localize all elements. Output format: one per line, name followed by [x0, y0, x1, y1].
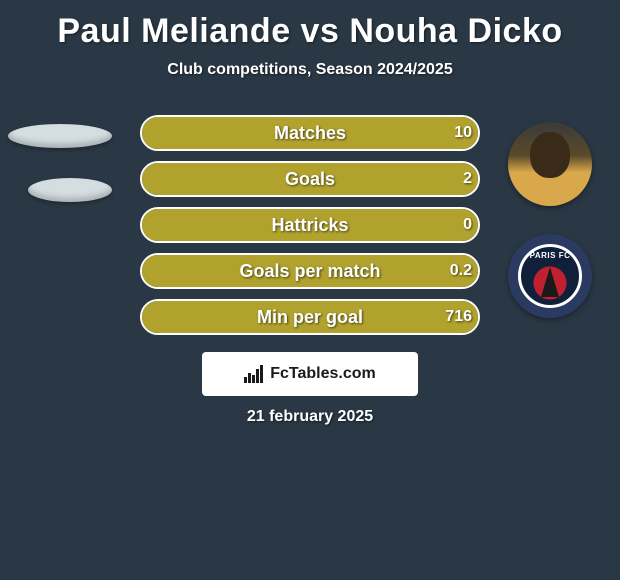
stat-label: Matches	[142, 117, 478, 149]
stat-label: Min per goal	[142, 301, 478, 333]
bars-icon	[244, 365, 264, 383]
stat-value-right: 0	[463, 209, 472, 241]
club-badge-text: PARIS FC	[521, 251, 579, 260]
brand-box: FcTables.com	[202, 352, 418, 396]
player-avatar	[508, 122, 592, 206]
page-title: Paul Meliande vs Nouha Dicko	[0, 0, 620, 51]
stat-bar-track: Goals per match0.2	[140, 253, 480, 289]
comparison-infographic: Paul Meliande vs Nouha Dicko Club compet…	[0, 0, 620, 580]
stat-value-right: 2	[463, 163, 472, 195]
stat-value-right: 716	[445, 301, 472, 333]
stat-label: Goals per match	[142, 255, 478, 287]
stat-bar-track: Matches10	[140, 115, 480, 151]
club-avatar: PARIS FC	[508, 234, 592, 318]
eiffel-icon	[541, 267, 559, 297]
stat-label: Hattricks	[142, 209, 478, 241]
stat-bar-track: Hattricks0	[140, 207, 480, 243]
stat-value-right: 0.2	[450, 255, 472, 287]
stat-bar-track: Goals2	[140, 161, 480, 197]
left-shell-shape	[8, 124, 112, 148]
page-subtitle: Club competitions, Season 2024/2025	[0, 61, 620, 79]
club-badge: PARIS FC	[518, 244, 582, 308]
brand-text: FcTables.com	[270, 365, 376, 383]
left-shell-shape	[28, 178, 112, 202]
stat-label: Goals	[142, 163, 478, 195]
stat-bar-track: Min per goal716	[140, 299, 480, 335]
date-text: 21 february 2025	[0, 408, 620, 426]
stat-value-right: 10	[454, 117, 472, 149]
